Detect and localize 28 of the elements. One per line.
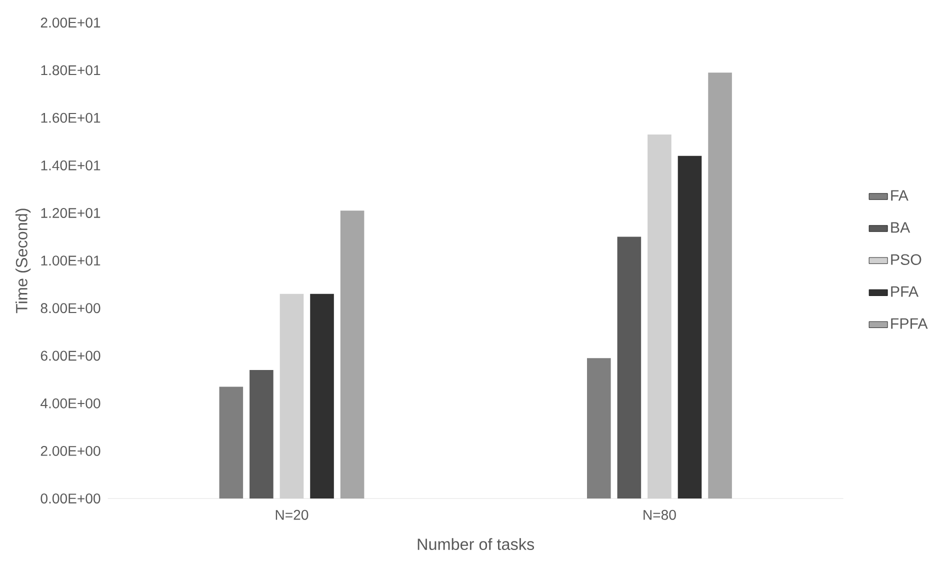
x-axis-title: Number of tasks xyxy=(418,538,534,550)
y-tick-label: 8.00E+00 xyxy=(40,303,100,313)
bar xyxy=(708,72,732,498)
y-tick-label: 4.00E+00 xyxy=(40,398,100,408)
y-tick-label: 1.40E+01 xyxy=(41,160,100,170)
y-tick-label: 1.20E+01 xyxy=(41,208,100,218)
legend-label: PSO xyxy=(891,254,922,265)
bar xyxy=(678,156,702,498)
y-tick-label: 2.00E+00 xyxy=(40,446,100,456)
y-tick-label: 0.00E+00 xyxy=(40,493,100,504)
bar xyxy=(340,210,364,498)
legend-label: FA xyxy=(891,190,908,200)
y-axis-title: Time (Second) xyxy=(16,208,31,313)
y-tick-label: 1.80E+01 xyxy=(41,65,100,76)
bar xyxy=(587,358,611,498)
bar xyxy=(219,386,244,498)
legend-label: FPFA xyxy=(891,318,928,329)
bar xyxy=(617,236,642,498)
x-tick-label: N=80 xyxy=(644,510,676,520)
y-tick-label: 1.00E+01 xyxy=(41,255,100,266)
x-tick-label: N=20 xyxy=(276,510,308,520)
legend-label: BA xyxy=(891,222,910,232)
y-tick-label: 1.60E+01 xyxy=(41,112,100,123)
bar xyxy=(250,370,274,498)
legend-label: PFA xyxy=(891,286,919,297)
y-tick-label: 6.00E+00 xyxy=(40,350,100,361)
y-tick-label: 2.00E+01 xyxy=(40,17,100,28)
bar xyxy=(310,294,334,498)
